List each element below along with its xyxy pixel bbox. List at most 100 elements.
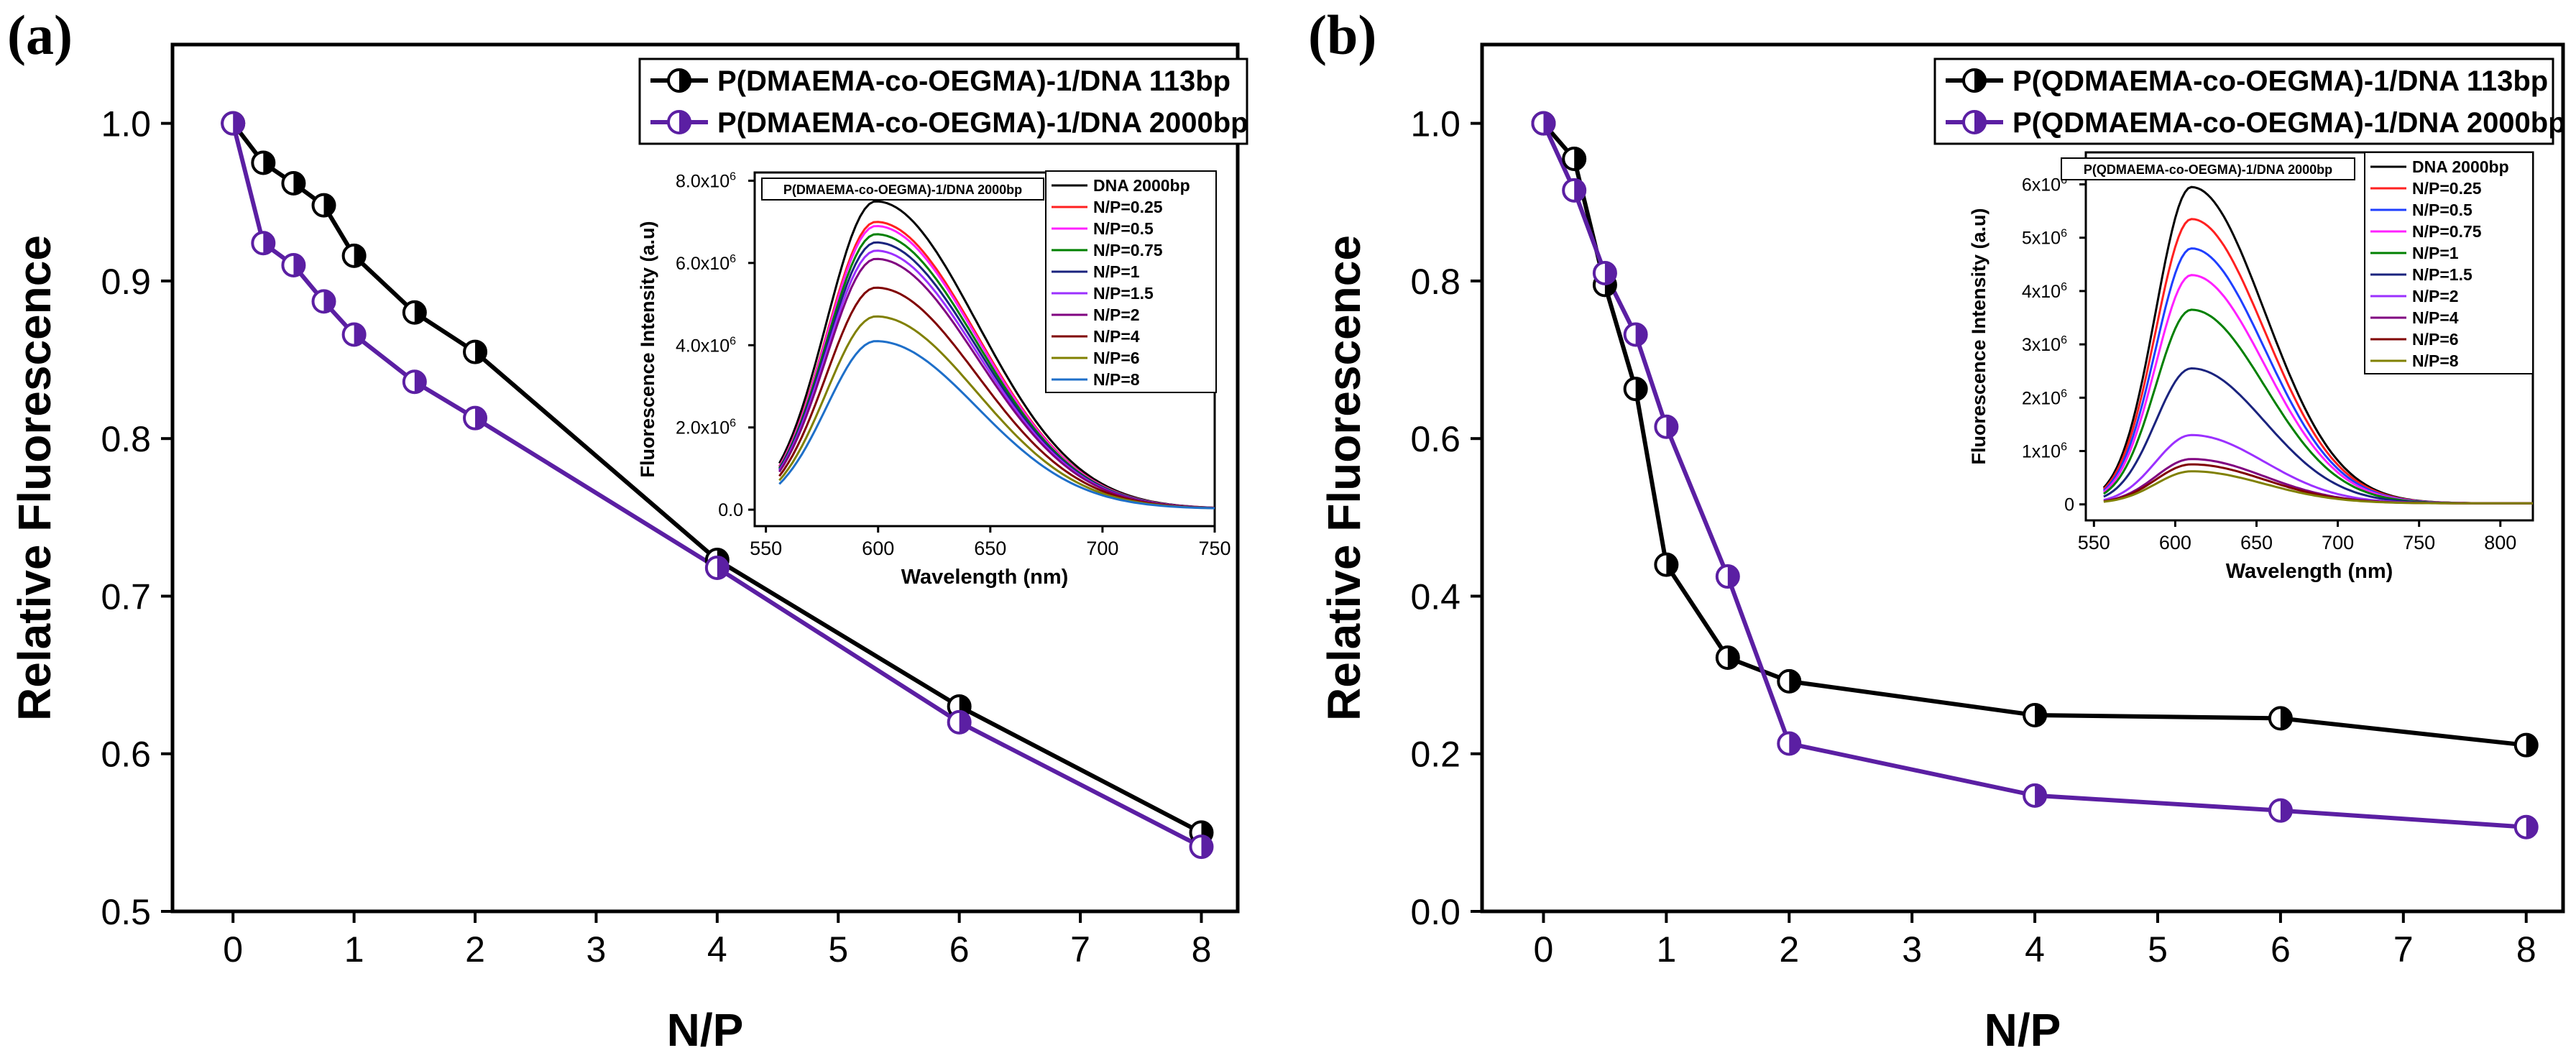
panel-a-inset-ytick-exponent: 6	[730, 418, 736, 430]
panel-a-inset-ytick-exponent: 6	[730, 253, 736, 265]
panel-b-series-1-point-fill	[1666, 415, 1678, 438]
panel-a-series-1-point	[1189, 834, 1214, 860]
panel-a-inset-ytick-label: 2.0x106	[676, 418, 736, 438]
panel-b-ytick-label: 0.6	[1410, 419, 1460, 459]
panel-b-series-0-point-fill	[1635, 378, 1647, 400]
panel-b-series-0-point	[1777, 668, 1802, 694]
panel-b-series-0-point	[1715, 645, 1740, 670]
panel-b-series-1-point-fill	[1543, 112, 1555, 134]
panel-a-series-1-point	[221, 111, 246, 136]
panel-b-series-0-point	[2513, 732, 2539, 758]
panel-b-xtick-label: 3	[1902, 929, 1922, 970]
panel-a-xlabel: N/P	[667, 1004, 744, 1056]
panel-b-legend-label: P(QDMAEMA-co-OEGMA)-1/DNA 2000bp	[2012, 107, 2566, 139]
panel-b-series-0-point-fill	[1789, 670, 1800, 692]
panel-a-inset-ytick-label: 0.0	[718, 500, 743, 520]
panel-a-inset-ytick-exponent: 6	[730, 335, 736, 347]
panel-b-ytick-label: 0.4	[1410, 576, 1460, 617]
panel-b-series-1-point-fill	[2280, 799, 2291, 822]
panel-a-series-1-point-fill	[323, 290, 335, 313]
panel-b-inset-ytick-exponent: 6	[2061, 175, 2067, 187]
panel-b-xtick-label: 2	[1779, 929, 1799, 970]
panel-b-inset-ytick-exponent: 6	[2061, 387, 2067, 400]
panel-b-inset-legend-label: N/P=0.75	[2412, 222, 2482, 241]
panel-a-legend-marker-fill	[679, 111, 690, 133]
panel-b-series-0-point-fill	[2280, 707, 2291, 730]
panel-b-inset-legend-label: N/P=0.5	[2412, 201, 2472, 219]
panel-b-inset-ytick-label: 3x106	[2022, 334, 2067, 355]
panel-b-series-0-point	[1654, 552, 1679, 577]
panel-b-ytick-label: 0.0	[1410, 892, 1460, 932]
panel-a-inset-legend-label: N/P=0.5	[1093, 219, 1154, 238]
panel-a-series-1-point	[402, 369, 427, 395]
panel-a-ytick-label: 0.6	[101, 735, 151, 775]
panel-a-inset-legend-label: N/P=2	[1093, 305, 1140, 324]
panel-b-inset-ytick-label: 1x106	[2022, 441, 2067, 462]
panel-b-inset-ytick-exponent: 6	[2061, 228, 2067, 240]
panel-a-series-1-point-fill	[475, 407, 487, 429]
panel-a-frame	[170, 42, 1240, 914]
panel-b-inset-legend-label: N/P=0.25	[2412, 179, 2482, 198]
panel-a-series-1-point-fill	[293, 254, 305, 276]
panel-a-series-0-point	[402, 300, 427, 325]
panel-a-series-0-point	[341, 243, 367, 268]
panel-b-series-0-point-fill	[1574, 147, 1586, 170]
panel-a-inset-xlabel: Wavelength (nm)	[901, 566, 1069, 589]
panel-a-series-1-point-fill	[233, 112, 244, 134]
panel-b-series-1-point-fill	[2526, 816, 2537, 838]
panel-b-series-1-point-fill	[1635, 323, 1647, 346]
panel-b-xtick-label: 7	[2393, 929, 2414, 970]
panel-b-inset-xtick-label: 600	[2159, 532, 2191, 553]
panel-b-chart: (b) 0 1 2 3 4 5 6 7 8 0.0 0.2 0.4 0.6 0.8 1.0 N/P Relativ…	[1308, 4, 2566, 1056]
panel-a-inset-legend-label: N/P=0.25	[1093, 198, 1163, 216]
panel-a-legend-label: P(DMAEMA-co-OEGMA)-1/DNA 113bp	[717, 65, 1230, 97]
panel-b-xtick-label: 4	[2025, 929, 2045, 970]
panel-a-xtick-label: 8	[1192, 929, 1212, 970]
panel-b-series-1-point-fill	[1727, 566, 1739, 588]
panel-a-inset-legend-label: N/P=1	[1093, 262, 1140, 281]
panel-a-inset-title: P(DMAEMA-co-OEGMA)-1/DNA 2000bp	[783, 183, 1022, 197]
panel-b-legend-box	[1933, 58, 2554, 145]
panel-a-series-1-point-fill	[263, 232, 275, 254]
panel-b-inset-ytick-exponent: 6	[2061, 281, 2067, 293]
panel-b-frame	[1480, 42, 2565, 914]
panel-b-label: (b)	[1308, 4, 1376, 66]
panel-b-series-1-point	[1592, 260, 1617, 285]
panel-b-inset-legend-label: N/P=1.5	[2412, 265, 2472, 284]
panel-b-inset-ytick-exponent: 6	[2061, 334, 2067, 346]
panel-a-ytick-label: 1.0	[101, 104, 151, 144]
panel-b-series-1-point	[2023, 783, 2048, 808]
panel-a-series-1-point-fill	[354, 323, 365, 346]
panel-a-inset: 550 600 650 700 750 0.0 2.0x106 4.0x106 6.0x106 8…	[637, 170, 1231, 589]
panel-a-inset-legend-label: N/P=8	[1093, 370, 1140, 389]
panel-a-series-1-line	[231, 122, 1202, 849]
panel-a-xtick-label: 5	[828, 929, 848, 970]
panel-b-series-1-point	[1654, 414, 1679, 439]
panel-b-series-1-point-fill	[1574, 179, 1586, 201]
panel-b-ylabel: Relative Fluorescence	[1318, 235, 1370, 721]
panel-b-ytick-label: 0.8	[1410, 262, 1460, 302]
panel-b-series-0-point-fill	[1727, 646, 1739, 668]
panel-a-series-0-point-fill	[263, 152, 275, 174]
panel-a-inset-legend-label: N/P=1.5	[1093, 284, 1154, 303]
panel-a-ylabel: Relative Fluorescence	[9, 235, 60, 721]
panel-b-legend-marker	[1962, 110, 1987, 134]
panel-b-inset-xtick-label: 800	[2484, 532, 2516, 553]
panel-a-series-1-point	[281, 252, 306, 277]
panel-b-series-1-point	[1531, 111, 1556, 136]
panel-b-inset-legend-label: N/P=8	[2412, 351, 2459, 370]
panel-b-series-1-point	[1715, 564, 1740, 589]
panel-a-label: (a)	[7, 4, 73, 66]
panel-a-series-0-line	[231, 121, 1202, 835]
panel-a-series-0-point	[281, 170, 306, 196]
panel-b-inset-legend-label: N/P=1	[2412, 244, 2459, 262]
panel-a-series-1-point	[341, 322, 367, 347]
panel-b-xtick-label: 6	[2271, 929, 2291, 970]
panel-b-series-1-point-fill	[1604, 262, 1616, 284]
panel-a-series-0-point-fill	[354, 244, 365, 267]
panel-a-legend-box	[638, 58, 1248, 145]
panel-b-series-0-line	[1542, 121, 2527, 748]
panel-b-series-1-point	[1777, 731, 1802, 756]
panel-a-xtick-label: 1	[344, 929, 364, 970]
